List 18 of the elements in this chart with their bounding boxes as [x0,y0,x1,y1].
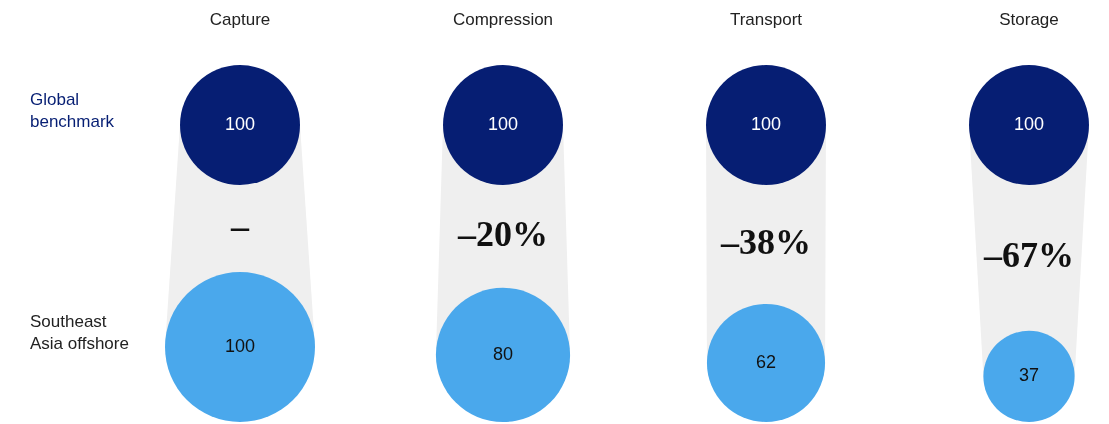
data-label: 100 [1013,113,1045,134]
category-label: Storage [999,9,1059,29]
text: –67% [984,235,1074,276]
data-label: 100 [487,113,519,134]
data-label: 100 [750,113,782,134]
category-label: Compression [452,9,554,29]
category-label: Transport [729,9,803,29]
text: Global benchmark [30,89,115,131]
data-label: 100 [224,335,256,356]
text: –20% [458,213,548,254]
text: –38% [721,221,811,262]
text: Southeast Asia offshore [30,311,129,353]
data-label: 100 [224,113,256,134]
data-label: 62 [755,351,777,372]
category-label: Capture [209,9,271,29]
data-label: 80 [492,343,514,364]
text: – [231,205,249,246]
data-label: 37 [1018,365,1040,386]
